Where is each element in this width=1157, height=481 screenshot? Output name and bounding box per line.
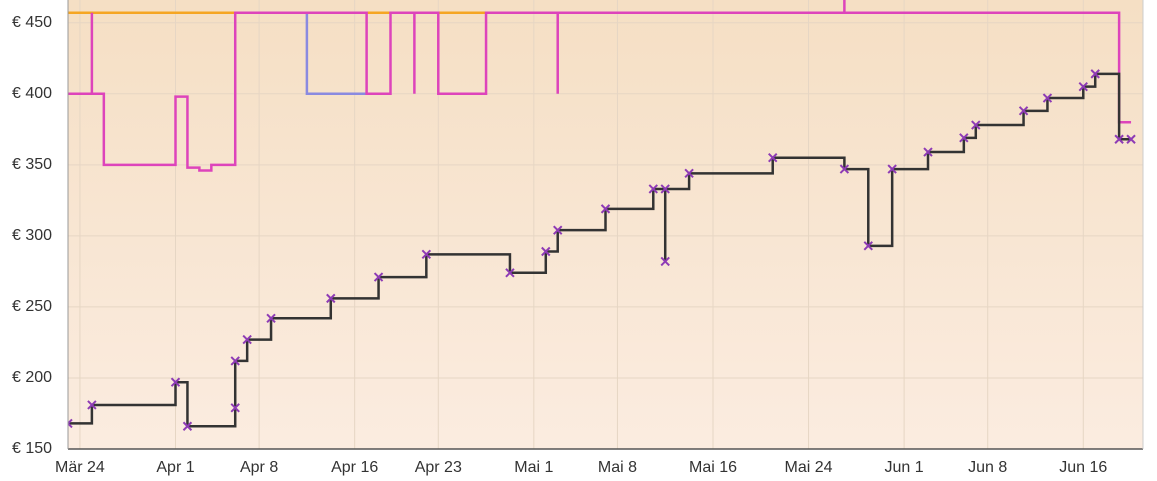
x-tick-label: Jun 1: [885, 459, 924, 476]
point-marker: [648, 184, 658, 194]
point-marker: [863, 241, 873, 251]
point-marker: [768, 153, 778, 163]
point-marker: [541, 246, 551, 257]
point-marker: [68, 418, 73, 429]
y-tick-label: € 300: [12, 227, 52, 244]
point-marker: [1090, 69, 1100, 79]
point-marker: [1126, 134, 1136, 144]
y-tick-label: € 400: [12, 85, 52, 102]
y-tick-label: € 200: [12, 369, 52, 386]
x-tick-label: Mär 24: [55, 459, 105, 476]
point-marker: [373, 272, 384, 282]
point-marker: [182, 421, 193, 431]
x-tick-label: Mai 24: [785, 459, 833, 476]
point-marker: [660, 184, 670, 194]
point-marker: [170, 377, 181, 387]
point-marker: [1078, 81, 1088, 92]
series: [68, 0, 1136, 431]
y-tick-label: € 250: [12, 298, 52, 315]
point-marker: [326, 293, 336, 304]
point-marker: [1018, 106, 1029, 116]
x-tick-label: Apr 8: [240, 459, 278, 476]
x-tick-label: Apr 16: [331, 459, 378, 476]
point-marker: [959, 133, 969, 143]
point-marker: [266, 313, 276, 323]
x-tick-label: Jun 8: [968, 459, 1007, 476]
y-tick-label: € 450: [12, 14, 52, 31]
grid: [68, 0, 1143, 450]
point-marker: [242, 334, 252, 345]
point-marker: [505, 268, 515, 278]
point-marker: [230, 356, 240, 366]
y-tick-label: € 350: [12, 156, 52, 173]
x-tick-label: Jun 16: [1059, 459, 1107, 476]
x-tick-label: Apr 1: [156, 459, 194, 476]
point-marker: [923, 147, 933, 157]
x-tick-label: Mai 1: [514, 459, 553, 476]
x-tick-label: Mai 8: [598, 459, 637, 476]
point-marker: [230, 403, 240, 413]
point-marker: [600, 204, 611, 214]
point-marker: [553, 225, 563, 235]
point-marker: [971, 120, 981, 130]
point-marker: [887, 164, 897, 174]
point-marker: [1114, 134, 1124, 144]
point-marker: [660, 256, 670, 267]
series-line: [68, 72, 1132, 428]
series-line: [305, 12, 367, 96]
point-marker: [1042, 93, 1053, 103]
x-tick-label: Mai 16: [689, 459, 737, 476]
series-line: [68, 0, 1132, 172]
x-tick-label: Apr 23: [415, 459, 462, 476]
point-marker: [684, 168, 694, 179]
point-marker: [839, 164, 850, 174]
point-marker: [421, 249, 432, 260]
point-marker: [87, 400, 97, 410]
y-tick-label: € 150: [12, 440, 52, 457]
